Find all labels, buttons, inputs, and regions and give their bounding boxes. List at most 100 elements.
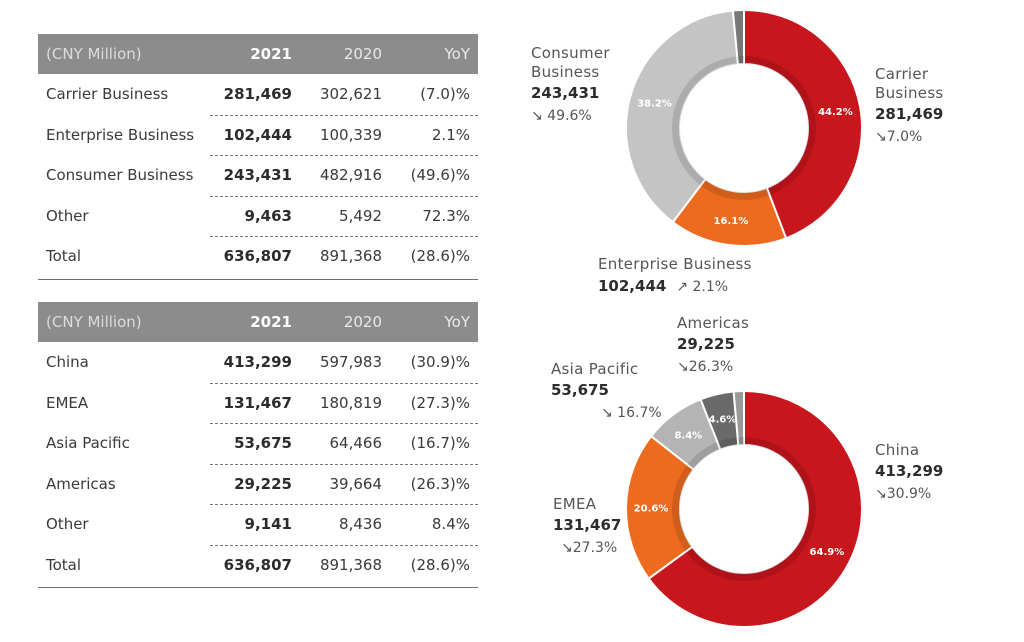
asia-pacific-name: Asia Pacific — [551, 360, 639, 378]
slice-percent-label: 4.6% — [709, 415, 737, 426]
row-yoy: (30.9)% — [410, 353, 470, 372]
row-2020: 100,339 — [319, 125, 382, 144]
row-2020: 482,916 — [319, 166, 382, 185]
china-value: 413,299 — [875, 462, 944, 480]
enterprise-value: 102,444 — [598, 277, 667, 295]
donut-slice-shade — [717, 437, 739, 450]
row-label: EMEA — [46, 393, 89, 412]
carrier-name-line1: Carrier — [875, 65, 929, 83]
slice-percent-label: 38.2% — [637, 99, 672, 110]
donut-slice-shade — [737, 437, 744, 446]
row-2021: 29,225 — [234, 474, 292, 493]
business-revenue-table: (CNY Million) 2021 2020 YoY Carrier Busi… — [38, 34, 478, 280]
row-label: Asia Pacific — [46, 434, 130, 453]
slice-percent-label: 64.9% — [810, 547, 845, 558]
row-2020: 597,983 — [319, 353, 382, 372]
table-header: (CNY Million) 2021 2020 YoY — [38, 34, 478, 74]
row-2020: 891,368 — [319, 555, 382, 574]
row-2020: 8,436 — [339, 515, 382, 534]
table-row: EMEA 131,467 180,819 (27.3)% — [38, 382, 478, 424]
donut-slice-carrier-business — [743, 8, 863, 240]
row-yoy: (26.3)% — [410, 474, 470, 493]
table-row-total: Total 636,807 891,368 (28.6)% — [38, 236, 478, 277]
row-label: Other — [46, 515, 89, 534]
row-yoy: (16.7)% — [410, 434, 470, 453]
region-revenue-table: (CNY Million) 2021 2020 YoY China 413,29… — [38, 302, 478, 588]
table-row: Other 9,141 8,436 8.4% — [38, 504, 478, 545]
asia-pacific-value: 53,675 — [551, 381, 609, 399]
row-label: Americas — [46, 474, 116, 493]
header-yoy: YoY — [444, 45, 470, 63]
header-2021: 2021 — [250, 45, 292, 63]
emea-label: EMEA 131,467 ↘27.3% — [553, 495, 621, 558]
row-2020: 39,664 — [329, 474, 383, 493]
table-row: Consumer Business 243,431 482,916 (49.6)… — [38, 155, 478, 196]
row-yoy: 8.4% — [431, 515, 470, 534]
donut-slice-consumer-business — [625, 9, 740, 224]
consumer-name-line2: Business — [531, 63, 600, 81]
row-2020: 891,368 — [319, 247, 382, 266]
china-name: China — [875, 441, 920, 459]
row-2021: 131,467 — [223, 393, 292, 412]
carrier-business-label: Carrier Business 281,469 ↘7.0% — [875, 65, 944, 147]
china-change: ↘30.9% — [875, 486, 932, 502]
consumer-business-label: Consumer Business 243,431 ↘ 49.6% — [531, 44, 610, 126]
donut-slice-shade — [737, 56, 744, 65]
table-row: Other 9,463 5,492 72.3% — [38, 195, 478, 237]
row-2021: 636,807 — [223, 555, 292, 574]
table-row: Americas 29,225 39,664 (26.3)% — [38, 463, 478, 505]
header-2021: 2021 — [250, 313, 292, 331]
americas-name: Americas — [677, 314, 750, 332]
slice-percent-label: 44.2% — [818, 107, 853, 118]
table-row-total: Total 636,807 891,368 (28.6)% — [38, 544, 478, 586]
row-2021: 9,141 — [244, 515, 292, 534]
row-yoy: (27.3)% — [410, 393, 470, 412]
americas-change: ↘26.3% — [677, 359, 734, 375]
donut-slice-shade — [700, 179, 770, 200]
enterprise-name: Enterprise Business — [598, 255, 752, 273]
row-yoy: (7.0)% — [420, 85, 470, 104]
carrier-change: ↘7.0% — [875, 129, 923, 145]
table-row: Asia Pacific 53,675 64,466 (16.7)% — [38, 423, 478, 464]
emea-change: ↘27.3% — [561, 540, 618, 556]
consumer-change: ↘ 49.6% — [531, 108, 592, 124]
header-2020: 2020 — [343, 45, 382, 63]
row-2021: 9,463 — [244, 206, 292, 225]
row-2021: 102,444 — [223, 125, 292, 144]
slice-percent-label: 8.4% — [674, 430, 702, 441]
asia-pacific-label: Asia Pacific 53,675 ↘ 16.7% — [551, 360, 662, 423]
row-label: China — [46, 353, 89, 372]
emea-value: 131,467 — [553, 516, 622, 534]
row-2021: 53,675 — [234, 434, 292, 453]
row-label: Carrier Business — [46, 85, 169, 104]
row-label: Other — [46, 206, 89, 225]
row-2021: 413,299 — [223, 353, 292, 372]
row-yoy: (28.6)% — [410, 555, 470, 574]
donut-slice-shade — [672, 56, 738, 186]
slice-percent-label: 20.6% — [634, 503, 669, 514]
row-label: Enterprise Business — [46, 125, 195, 144]
region-donut-chart: 64.9% 20.6% 8.4% 4.6% — [625, 389, 863, 628]
table-bottom-rule — [38, 278, 478, 280]
row-yoy: 2.1% — [431, 125, 470, 144]
donut-slice-shade — [672, 464, 694, 552]
table-row: Enterprise Business 102,444 100,339 2.1% — [38, 114, 478, 156]
enterprise-change: ↗ 2.1% — [676, 279, 729, 295]
consumer-name-line1: Consumer — [531, 44, 610, 62]
row-2021: 281,469 — [223, 85, 292, 104]
row-label: Consumer Business — [46, 166, 194, 185]
header-yoy: YoY — [444, 313, 470, 331]
americas-value: 29,225 — [677, 335, 735, 353]
header-unit: (CNY Million) — [46, 313, 142, 331]
carrier-name-line2: Business — [875, 84, 944, 102]
slice-percent-label: 16.1% — [714, 216, 749, 227]
table-row: China 413,299 597,983 (30.9)% — [38, 342, 478, 383]
business-donut-chart: 44.2% 16.1% 38.2% — [625, 8, 863, 247]
row-2021: 636,807 — [223, 247, 292, 266]
row-yoy: 72.3% — [422, 206, 470, 225]
donut-slice-shade — [744, 56, 816, 196]
row-label: Total — [46, 555, 82, 574]
table-bottom-rule — [38, 587, 478, 588]
asia-pacific-change: ↘ 16.7% — [601, 405, 662, 421]
donut-slice-other — [732, 389, 745, 447]
